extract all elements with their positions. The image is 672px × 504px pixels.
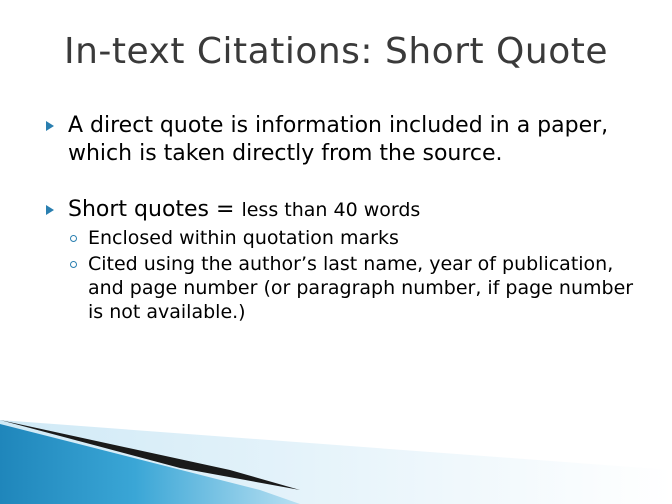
swoosh-dark-band [0,420,300,490]
sub-bullet-text-emphasis: author’s last name, year of publication,… [88,253,614,299]
bullet-text-equals: = [209,197,242,222]
sub-bullet-text: Enclosed within quotation marks [88,227,399,249]
sub-bullet-list: Enclosed within quotation marks Cited us… [68,226,644,324]
bullet-text-emphasis: Short quotes [68,197,210,222]
bullet-list: A direct quote is information included i… [44,112,644,324]
bullet-short-quotes: Short quotes = less than 40 words Enclos… [44,196,644,324]
ring-icon [70,261,77,268]
bullet-text-post: less than 40 words [241,199,421,221]
ring-icon [70,235,77,242]
triangle-arrow-icon [46,121,54,131]
bullet-text-post: is information included in a paper, whic… [68,113,609,166]
bullet-text-pre: A [68,113,91,138]
swoosh-blue-band [0,424,300,504]
bullet-text-emphasis: direct quote [90,113,224,138]
sub-bullet-text-pre: Cited using the [88,253,239,275]
triangle-arrow-icon [46,205,54,215]
swoosh-light-band [0,420,672,504]
sub-bullet-quotation-marks: Enclosed within quotation marks [68,226,644,250]
slide-title: In-text Citations: Short Quote [63,31,608,72]
sub-bullet-text-post: (or paragraph number, if page number is … [88,277,634,323]
bullet-direct-quote: A direct quote is information included i… [44,112,644,168]
sub-bullet-cited-using: Cited using the author’s last name, year… [68,252,644,324]
